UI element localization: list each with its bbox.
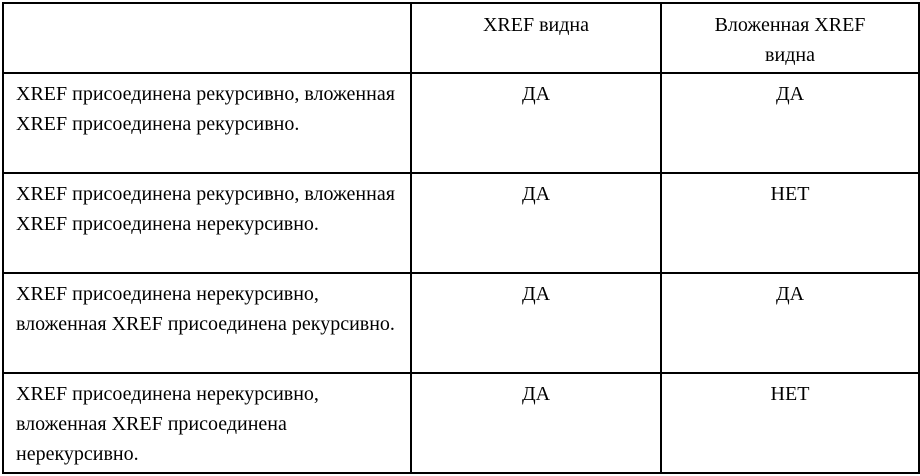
- table-row: XREF присоединена рекурсивно, вложенная …: [2, 172, 920, 274]
- xref-visible-cell: ДА: [410, 72, 662, 174]
- nested-xref-visible-cell: НЕТ: [660, 172, 920, 274]
- header-xref-visible: XREF видна: [410, 2, 662, 74]
- row-description-cell: XREF присоединена рекурсивно, вложенная …: [2, 172, 412, 274]
- header-nested-xref-visible: Вложенная XREF видна: [660, 2, 920, 74]
- table-header-row: XREF видна Вложенная XREF видна: [2, 2, 920, 74]
- nested-xref-visible-cell: НЕТ: [660, 372, 920, 474]
- row-description-cell: XREF присоединена рекурсивно, вложенная …: [2, 72, 412, 174]
- row-description-cell: XREF присоединена нерекурсивно, вложенна…: [2, 272, 412, 374]
- nested-xref-visible-cell: ДА: [660, 272, 920, 374]
- table-row: XREF присоединена рекурсивно, вложенная …: [2, 72, 920, 174]
- xref-visible-cell: ДА: [410, 172, 662, 274]
- nested-xref-visible-cell: ДА: [660, 72, 920, 174]
- xref-visible-cell: ДА: [410, 272, 662, 374]
- xref-visible-cell: ДА: [410, 372, 662, 474]
- table-row: XREF присоединена нерекурсивно, вложенна…: [2, 372, 920, 474]
- row-description-cell: XREF присоединена нерекурсивно, вложенна…: [2, 372, 412, 474]
- header-empty: [2, 2, 412, 74]
- table-row: XREF присоединена нерекурсивно, вложенна…: [2, 272, 920, 374]
